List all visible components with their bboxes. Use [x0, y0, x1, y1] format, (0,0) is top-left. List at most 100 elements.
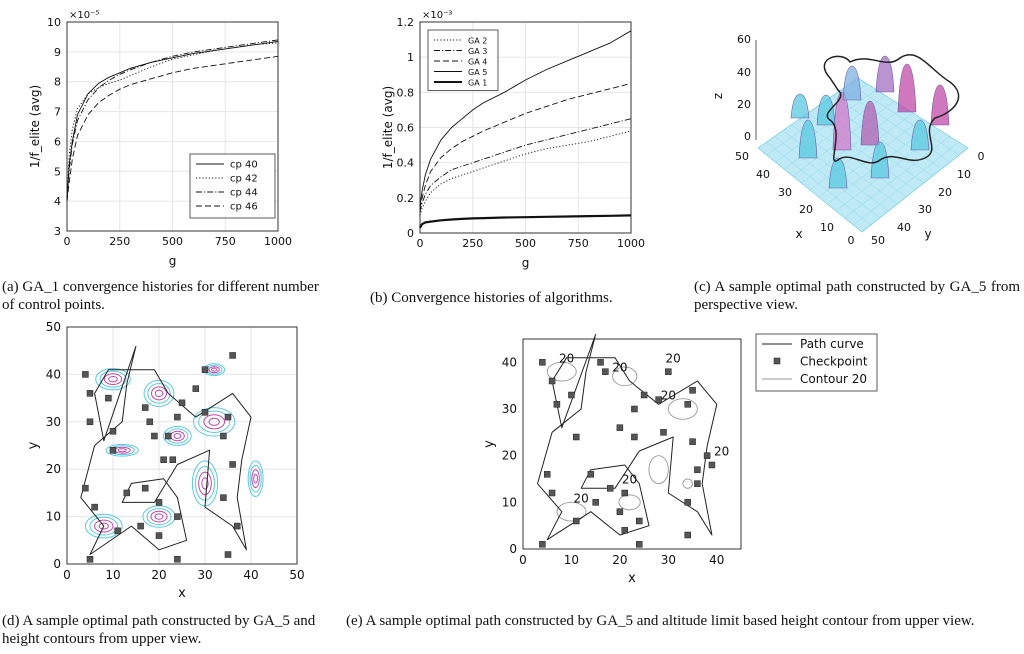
surface-mesh-line [849, 83, 960, 156]
checkpoint-marker [151, 432, 158, 440]
height-contour [195, 466, 215, 501]
checkpoint-marker [684, 531, 691, 539]
height-contour [105, 443, 139, 457]
height-contour [253, 473, 258, 484]
height-contour [94, 519, 114, 533]
x-tick-label: 0 [848, 234, 855, 247]
checkpoint-marker [86, 418, 94, 426]
surface-mesh-line [824, 101, 933, 177]
height-contour [249, 464, 262, 493]
checkpoint-marker [573, 433, 580, 441]
z-tick-label: 40 [737, 66, 751, 79]
plot-frame [419, 21, 632, 234]
surface-mesh-line [807, 112, 916, 191]
surface-mesh-line [827, 124, 932, 205]
height-contour [203, 363, 226, 377]
height-contour [109, 445, 135, 456]
y-tick-label: 30 [46, 415, 61, 429]
checkpoint-marker [174, 556, 181, 563]
checkpoint-marker [114, 527, 121, 535]
caption-d: (d) A sample optimal path constructed by… [2, 613, 316, 647]
surface-peak [816, 94, 836, 126]
series-line [419, 83, 632, 209]
surface-peak [790, 93, 810, 119]
y-tick-label: 0 [509, 542, 517, 556]
axis-exponent: ×10⁻³ [422, 10, 452, 21]
surface-base [757, 77, 969, 233]
checkpoint-marker [592, 499, 599, 506]
legend-label: Path curve [800, 337, 864, 351]
legend-box [427, 29, 499, 91]
height-contour [95, 367, 131, 391]
height-contour [205, 364, 223, 375]
height-contour [170, 430, 185, 442]
checkpoint-marker [568, 391, 575, 399]
surface-mesh-line [832, 95, 942, 170]
checkpoint-marker [694, 480, 701, 487]
height-contour [154, 513, 164, 520]
checkpoint-marker [109, 446, 117, 454]
checkpoint-marker [694, 466, 701, 473]
legend-label: GA 1 [468, 79, 487, 88]
checkpoint-marker [543, 471, 551, 478]
legend-label: GA 2 [468, 37, 487, 46]
surface-mesh-line [775, 89, 877, 163]
y-axis-label: y [482, 440, 497, 448]
checkpoint-marker [82, 371, 89, 378]
height-contour [143, 379, 175, 407]
checkpoint-marker [655, 396, 662, 403]
height-contour [247, 460, 264, 497]
y-tick-label: 0.2 [397, 192, 415, 205]
contour-label: 20 [559, 351, 574, 365]
surface-peak [897, 63, 917, 113]
surface-mesh-line [801, 106, 904, 184]
height-contour [211, 367, 218, 372]
series-line [419, 214, 632, 229]
checkpoint-marker [587, 471, 595, 478]
y-tick-label: 5 [54, 165, 61, 178]
x-tick-label: 30 [661, 553, 676, 567]
y-tick-label: 50 [871, 234, 885, 247]
z-tick-label: 60 [737, 33, 751, 46]
checkpoint-marker [174, 413, 181, 421]
checkpoint-marker [174, 513, 181, 520]
contour-label: 20 [666, 351, 681, 365]
x-axis-label: x [628, 571, 636, 586]
contour-label: 20 [661, 389, 676, 403]
chart-a-plot: 0 250 500 750 1000 3 4 5 6 7 8 9 10 g 1/f_elite (avg) ×… [28, 10, 292, 268]
checkpoint-marker [616, 424, 624, 431]
surface-peak [842, 65, 862, 101]
surface-mesh-line [835, 130, 941, 212]
contour-20 [618, 494, 641, 511]
checkpoint-marker [636, 541, 643, 548]
checkpoint-marker [224, 551, 232, 558]
checkpoint-marker [660, 429, 667, 436]
height-contour [251, 469, 260, 489]
series-line [419, 118, 632, 213]
checkpoint-marker [146, 418, 154, 426]
x-tick-label: 20 [612, 553, 627, 567]
height-contour [108, 375, 118, 383]
z-axis-label: z [711, 93, 725, 99]
height-contour [89, 516, 119, 536]
x-tick-label: 40 [243, 568, 258, 582]
contour-20 [667, 398, 698, 420]
checkpoint-marker [621, 527, 628, 534]
surface-mesh-line [818, 118, 923, 198]
y-tick-label: 10 [47, 16, 61, 29]
height-contour [203, 414, 226, 430]
height-contour [201, 477, 209, 490]
path-curve [537, 334, 718, 541]
y-tick-label: 10 [957, 168, 971, 181]
y-tick-label: 3 [54, 225, 61, 238]
height-contour [193, 407, 236, 437]
checkpoint-marker [621, 489, 628, 497]
y-tick-label: 8 [54, 76, 61, 89]
chart-b-plot: 0 250 500 750 1000 0 0.2 0.4 0.6 0.8 1 1.2 g 1/f_elit… [381, 10, 645, 270]
legend-box [755, 333, 878, 392]
checkpoint-marker [91, 503, 98, 511]
x-tick-label: 1000 [617, 237, 645, 250]
z-tick-label: 20 [737, 98, 751, 111]
surface-peak [832, 91, 852, 151]
x-tick-label: 50 [735, 150, 749, 163]
